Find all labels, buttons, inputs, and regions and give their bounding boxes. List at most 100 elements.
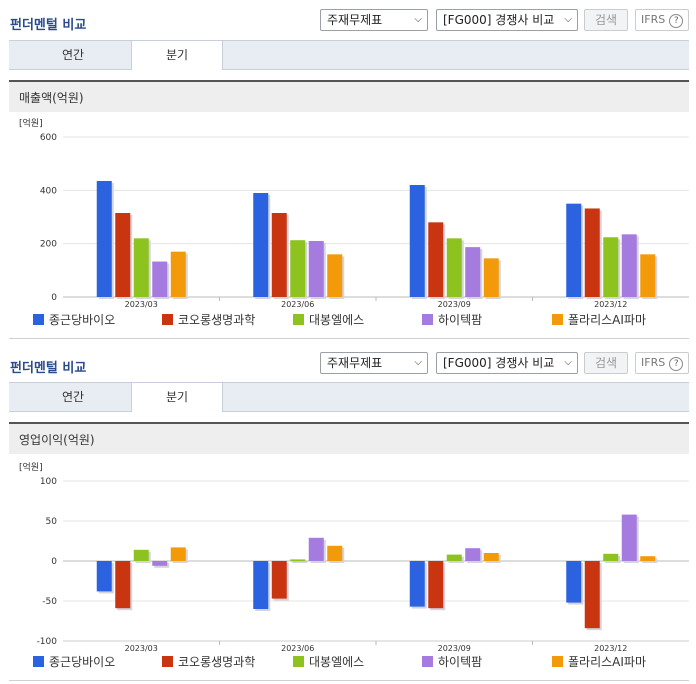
legend-item[interactable]: 코오롱생명과학 xyxy=(162,653,255,671)
statement-select[interactable]: 주재무제표 ⌵ xyxy=(320,352,428,374)
legend-item[interactable]: 종근당바이오 xyxy=(33,311,115,329)
legend-label: 하이텍팜 xyxy=(438,655,483,669)
legend-item[interactable]: 코오롱생명과학 xyxy=(162,311,255,329)
tab-annual[interactable]: 연간 xyxy=(61,390,85,404)
y-tick-label: 100 xyxy=(40,477,57,487)
x-tick-label: 2023/09 xyxy=(438,300,471,308)
help-icon: ? xyxy=(669,14,684,28)
bar xyxy=(290,240,306,297)
legend-swatch xyxy=(162,656,173,667)
legend-swatch xyxy=(552,314,563,325)
ifrs-label: IFRS xyxy=(641,13,666,26)
chart-title: 매출액(억원) xyxy=(19,91,84,105)
bar xyxy=(566,561,582,603)
y-unit-label: [억원] xyxy=(19,117,43,129)
peer-group-select[interactable]: [FG000] 경쟁사 비교 ⌵ xyxy=(436,9,578,31)
y-tick-label: 50 xyxy=(46,517,58,527)
legend-swatch xyxy=(293,314,304,325)
legend-item[interactable]: 하이텍팜 xyxy=(422,653,482,671)
chevron-down-icon: ⌵ xyxy=(564,14,572,25)
x-tick-label: 2023/06 xyxy=(281,644,314,652)
fundamental-panel-operating-profit: 펀더멘털 비교 주재무제표 ⌵ [FG000] 경쟁사 비교 ⌵ 검색 IFRS… xyxy=(0,342,696,684)
bar xyxy=(133,549,149,561)
bar xyxy=(290,559,306,561)
y-tick-label: 600 xyxy=(40,133,57,143)
legend-label: 하이텍팜 xyxy=(438,313,483,327)
legend-swatch xyxy=(33,656,44,667)
y-tick-label: -100 xyxy=(37,637,58,647)
ifrs-help-button[interactable]: IFRS? xyxy=(635,9,689,31)
chart-title: 영업이익(억원) xyxy=(19,433,95,447)
x-tick-label: 2023/03 xyxy=(125,644,158,652)
legend-item[interactable]: 대봉엘에스 xyxy=(293,311,364,329)
chart-area: [억원] -100 -50 0 50 100 2023/03 2023/06 2023/09 20… xyxy=(9,454,689,681)
bar xyxy=(327,254,343,297)
tab-quarterly[interactable]: 분기 xyxy=(131,41,223,70)
bar xyxy=(446,238,462,297)
bar xyxy=(253,561,269,609)
bar xyxy=(566,203,582,297)
bar xyxy=(115,561,131,609)
fundamental-panel-sales: 펀더멘털 비교 주재무제표 ⌵ [FG000] 경쟁사 비교 ⌵ 검색 IFRS… xyxy=(9,9,689,339)
peer-group-select[interactable]: [FG000] 경쟁사 비교 ⌵ xyxy=(436,352,578,374)
legend-item[interactable]: 폴라리스AI파마 xyxy=(552,653,646,671)
peer-group-select-value: [FG000] 경쟁사 비교 xyxy=(443,356,555,370)
ifrs-help-button[interactable]: IFRS? xyxy=(635,352,689,374)
bar xyxy=(308,241,324,297)
y-tick-label: 400 xyxy=(40,186,57,196)
legend-item[interactable]: 종근당바이오 xyxy=(33,653,115,671)
bar xyxy=(640,556,656,561)
chevron-down-icon: ⌵ xyxy=(414,357,422,368)
y-tick-label: 200 xyxy=(40,240,57,250)
tab-annual[interactable]: 연간 xyxy=(61,48,85,62)
x-tick-label: 2023/12 xyxy=(594,644,627,652)
sales-bar-chart: [억원] 0 200 400 600 2023/03 2023/06 2023/09 2023/… xyxy=(19,117,689,308)
bar xyxy=(271,213,287,297)
chart-legend: 종근당바이오 코오롱생명과학 대봉엘에스 하이텍팜 폴라리스AI파마 xyxy=(9,653,689,671)
y-unit-label: [억원] xyxy=(19,461,43,473)
search-button[interactable]: 검색 xyxy=(584,352,628,374)
tab-quarterly[interactable]: 분기 xyxy=(131,383,223,412)
bar xyxy=(428,561,444,609)
chart-header: 영업이익(억원) xyxy=(9,422,689,454)
bar xyxy=(253,193,269,297)
statement-select[interactable]: 주재무제표 ⌵ xyxy=(320,9,428,31)
x-tick-label: 2023/03 xyxy=(125,300,158,308)
bar xyxy=(584,561,600,629)
legend-swatch xyxy=(422,656,433,667)
legend-label: 대봉엘에스 xyxy=(309,655,365,669)
bar xyxy=(152,561,168,566)
bar xyxy=(446,554,462,561)
legend-item[interactable]: 하이텍팜 xyxy=(422,311,482,329)
legend-item[interactable]: 대봉엘에스 xyxy=(293,653,364,671)
x-tick-label: 2023/09 xyxy=(438,644,471,652)
chevron-down-icon: ⌵ xyxy=(564,357,572,368)
legend-label: 폴라리스AI파마 xyxy=(568,655,646,669)
legend-label: 폴라리스AI파마 xyxy=(568,313,646,327)
legend-swatch xyxy=(552,656,563,667)
chevron-down-icon: ⌵ xyxy=(414,14,422,25)
bar xyxy=(465,247,481,297)
section-title: 펀더멘털 비교 xyxy=(10,18,87,33)
bar xyxy=(170,547,186,561)
ifrs-label: IFRS xyxy=(641,356,666,369)
bar xyxy=(133,238,149,297)
legend-label: 코오롱생명과학 xyxy=(178,655,256,669)
bar xyxy=(96,181,112,297)
help-icon: ? xyxy=(669,357,684,371)
legend-label: 대봉엘에스 xyxy=(309,313,365,327)
period-tabs: 연간 분기 xyxy=(9,382,689,412)
x-tick-label: 2023/06 xyxy=(281,300,314,308)
period-tabs: 연간 분기 xyxy=(9,40,689,70)
chart-header: 매출액(억원) xyxy=(9,80,689,112)
bar xyxy=(603,237,619,297)
legend-item[interactable]: 폴라리스AI파마 xyxy=(552,311,646,329)
bar xyxy=(170,251,186,297)
bar xyxy=(483,553,499,561)
bar xyxy=(115,213,131,297)
search-button[interactable]: 검색 xyxy=(584,9,628,31)
statement-select-value: 주재무제표 xyxy=(327,13,383,27)
legend-swatch xyxy=(162,314,173,325)
y-tick-label: 0 xyxy=(51,293,57,303)
bar xyxy=(465,548,481,561)
